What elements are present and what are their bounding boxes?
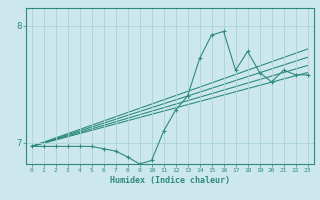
X-axis label: Humidex (Indice chaleur): Humidex (Indice chaleur) bbox=[109, 176, 230, 185]
